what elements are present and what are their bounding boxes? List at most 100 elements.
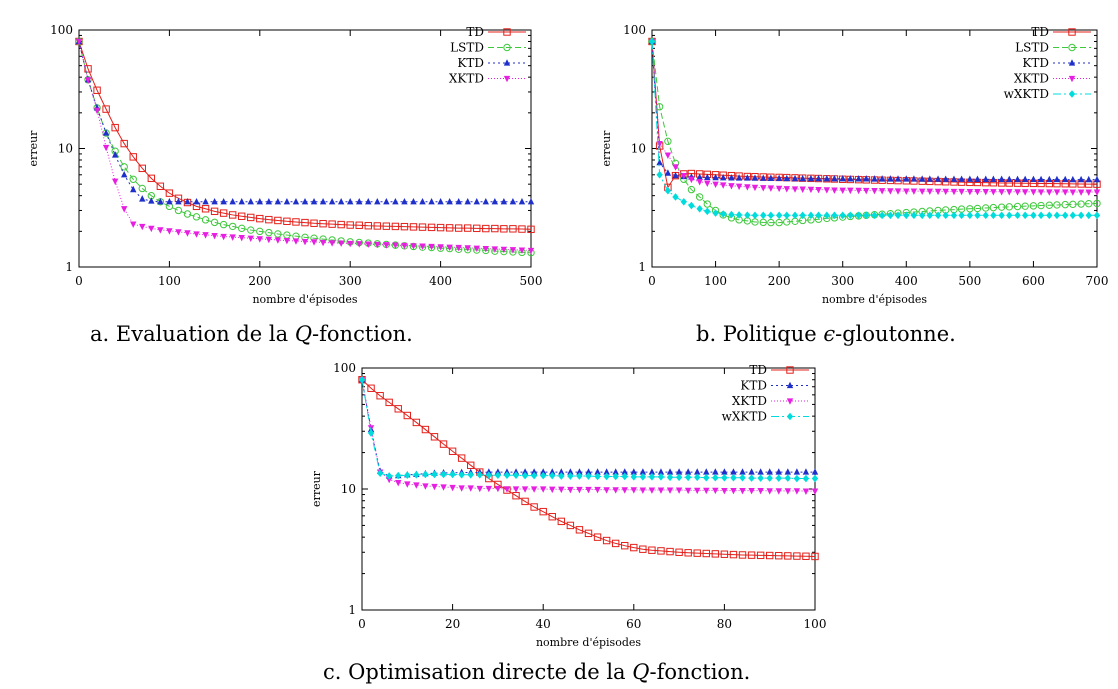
data-point [310,239,318,246]
data-point [129,175,137,183]
data-point [130,221,137,228]
data-point [549,468,556,475]
series-line [78,41,531,203]
data-point [728,174,735,181]
data-point [1005,203,1013,211]
data-point [147,174,156,183]
data-point [1029,202,1038,210]
data-point [630,473,637,481]
data-point [337,220,345,229]
data-point [664,169,672,176]
data-point [458,485,465,492]
data-point [319,197,327,205]
data-point [887,188,894,195]
data-point [611,539,620,548]
data-point [1085,211,1092,220]
data-point [457,454,466,462]
data-point [704,207,711,216]
data-point [594,472,601,481]
data-point [482,197,489,205]
data-point [84,65,92,73]
data-point [767,218,775,227]
x-tick-label: 100 [804,617,827,631]
data-point [696,204,703,213]
data-point [966,175,974,182]
data-point [648,37,656,46]
data-point [210,207,219,216]
y-tick-label: 100 [50,23,73,37]
legend-marker [786,412,794,421]
x-tick-label: 300 [831,274,854,288]
data-point [1037,201,1045,210]
data-point [567,472,574,480]
data-point [467,461,475,469]
data-point [482,245,489,253]
data-point [401,242,408,250]
data-point [811,488,819,495]
data-point [228,222,237,231]
data-point [337,197,345,205]
x-tick-label: 700 [1086,274,1109,288]
data-point [301,197,309,205]
x-tick-label: 0 [358,617,366,631]
data-point [283,238,291,245]
data-point [791,211,799,220]
data-point [238,224,246,233]
data-point [540,471,547,480]
legend-label: KTD [740,379,767,393]
data-point [739,473,746,482]
data-point [500,197,508,205]
data-point [1053,189,1061,196]
data-point [784,488,792,495]
x-tick-label: 200 [248,274,271,288]
data-point [648,468,656,475]
data-point [256,227,264,236]
data-point [696,179,703,186]
data-point [301,218,309,227]
data-point [594,486,601,494]
data-point [802,474,810,483]
data-point [422,483,429,490]
data-point [603,487,610,494]
data-point [703,487,710,495]
data-point [784,474,792,482]
data-point [630,487,637,494]
data-point [982,175,989,182]
data-point [509,197,517,205]
data-point [521,486,529,493]
data-point [639,473,647,481]
data-point [265,228,273,237]
data-point [184,230,191,237]
legend-marker [786,398,794,405]
data-point [684,549,692,557]
x-tick-label: 100 [704,274,727,288]
data-point [274,237,282,244]
data-point [760,174,767,181]
caption-b-var: ϵ [823,322,836,346]
data-point [775,185,783,193]
data-point [392,242,399,249]
data-point [950,188,958,196]
x-tick-label: 20 [445,617,460,631]
data-point [1062,175,1069,183]
data-point [485,471,493,480]
data-point [894,188,902,195]
data-point [121,170,128,178]
data-point [807,174,815,182]
x-tick-label: 500 [958,274,981,288]
data-point [576,486,583,494]
data-point [382,222,391,230]
data-point [863,211,870,220]
data-point [1037,211,1045,220]
data-point [1014,211,1021,220]
data-point [485,485,493,493]
data-point [404,481,411,488]
data-point [102,129,110,136]
data-point [367,425,375,432]
caption-a-var: Q [294,322,313,346]
data-point [403,411,412,420]
data-point [784,552,792,560]
y-tick-label: 100 [623,23,646,37]
data-point [688,201,695,210]
x-axis-label: nombre d'épisodes [822,293,927,306]
